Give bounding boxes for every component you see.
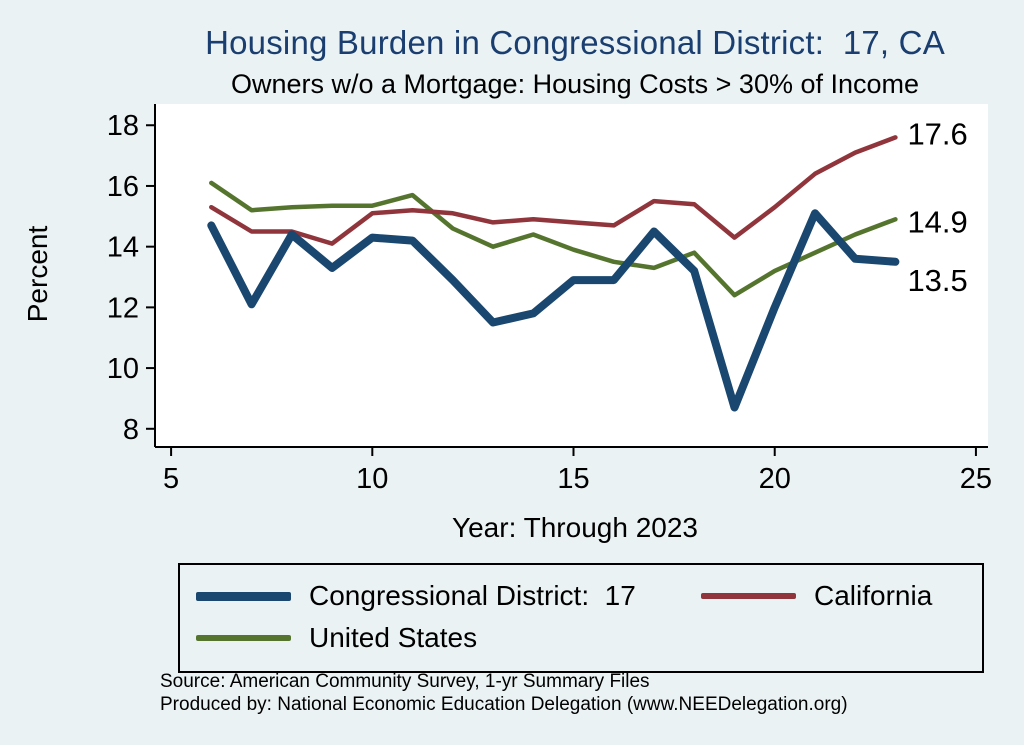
plot-area (155, 104, 988, 447)
series-line-2 (209, 180, 898, 298)
legend-line-sample-united-states (196, 635, 291, 641)
end-label-2: 14.9 (907, 204, 967, 239)
y-axis-label: Percent (22, 225, 53, 323)
legend-item-united-states: United States (196, 622, 701, 654)
chart-title: Housing Burden in Congressional District… (205, 24, 945, 61)
y-tick-label: 12 (107, 292, 139, 324)
legend-line-sample-congressional-district (196, 591, 291, 601)
series-line-0 (207, 209, 900, 412)
legend-line-sample-california (701, 593, 796, 599)
x-axis-label: Year: Through 2023 (452, 512, 698, 543)
legend-label-california: California (814, 580, 933, 611)
chart-subtitle: Owners w/o a Mortgage: Housing Costs > 3… (230, 69, 920, 99)
end-label-1: 17.6 (907, 116, 967, 151)
y-tick-label: 8 (123, 414, 139, 446)
x-tick-label: 10 (356, 463, 388, 495)
produced-by-line: Produced by: National Economic Education… (160, 694, 848, 716)
x-tick-label: 15 (557, 463, 589, 495)
y-tick-label: 16 (107, 171, 139, 203)
legend-item-congressional-district: Congressional District: 17 (196, 580, 701, 612)
chart-legend: Congressional District: 17 California Un… (178, 563, 984, 673)
legend-row-2: United States (196, 617, 982, 659)
x-tick-label: 5 (163, 463, 179, 495)
source-note: Source: American Community Survey, 1-yr … (160, 670, 848, 716)
legend-label-united-states: United States (309, 622, 478, 653)
y-tick-label: 18 (107, 110, 139, 142)
series-line-1 (209, 135, 898, 246)
y-tick-label: 14 (107, 232, 139, 264)
x-tick-label: 20 (759, 463, 791, 495)
legend-item-california: California (701, 580, 932, 612)
legend-label-congressional-district: Congressional District: 17 (309, 580, 636, 611)
source-line: Source: American Community Survey, 1-yr … (160, 671, 650, 692)
title-block: Housing Burden in Congressional District… (150, 24, 1000, 100)
legend-row-1: Congressional District: 17 California (196, 575, 982, 617)
y-tick-label: 10 (107, 353, 139, 385)
x-tick-label: 25 (960, 463, 992, 495)
end-label-0: 13.5 (907, 263, 967, 298)
